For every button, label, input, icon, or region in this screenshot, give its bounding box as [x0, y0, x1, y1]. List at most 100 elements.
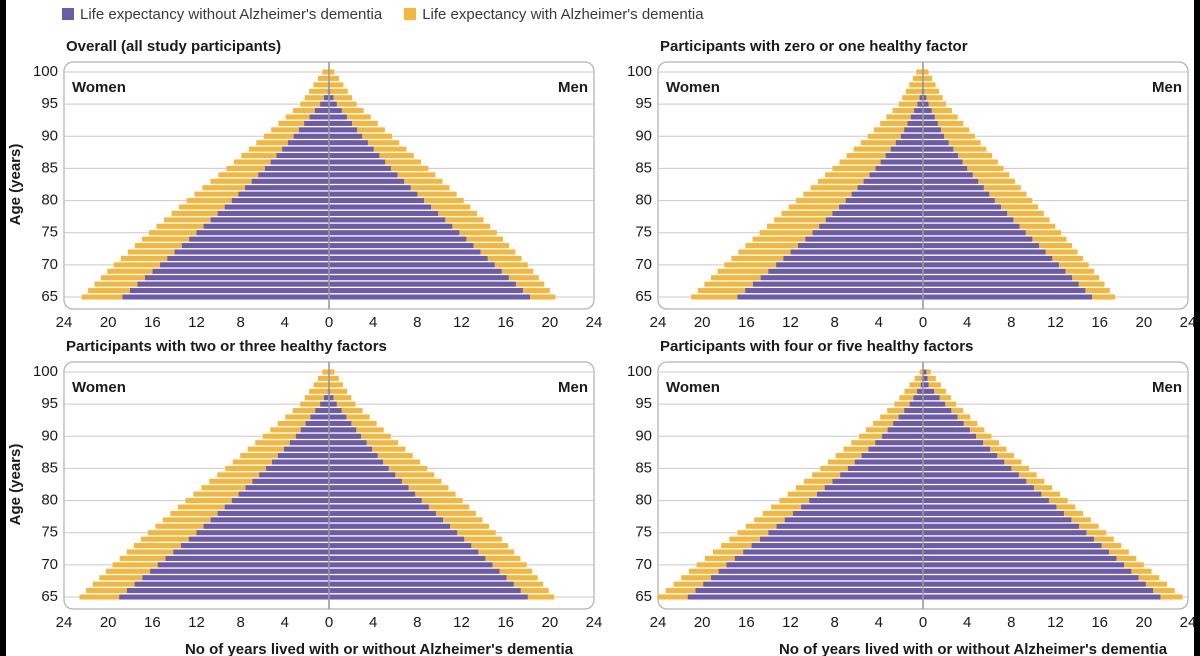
panel-3-bar-women-without: [266, 465, 329, 471]
panel-3-bar-men-without: [329, 408, 342, 414]
panel-4-bar-women-without: [817, 491, 923, 497]
panel-2-men-label: Men: [1152, 79, 1182, 96]
panel-2-bar-men-without: [923, 294, 1092, 300]
panel-3-bar-men-without: [329, 440, 367, 446]
panel-3-ytick-label: 95: [41, 395, 58, 412]
panel-3-bar-men-without: [329, 459, 384, 465]
panel-2-bar-women-without: [776, 262, 923, 268]
panel-1-bar-men-with: [329, 114, 371, 120]
panel-2-bar-men-with: [923, 133, 975, 139]
panel-4-xtick-label: 20: [1135, 614, 1152, 631]
panel-1-bar-women-without: [152, 268, 329, 274]
panel-3-bar-women-without: [238, 491, 329, 497]
panel-4-bar-men-without: [923, 401, 946, 407]
panel-4-bar-women-without: [904, 408, 923, 414]
panel-3-ytick-label: 65: [41, 588, 58, 605]
panel-2-bar-men-without: [923, 275, 1073, 281]
panel-3-xtick-label: 20: [100, 614, 117, 631]
panel-4-ytick-label: 65: [635, 588, 652, 605]
panel-4-bar-men-without: [923, 523, 1079, 529]
panel-2-bar-men-without: [923, 95, 927, 101]
panel-4-bar-women-with: [914, 375, 923, 381]
panel-4-xtick-label: 8: [1007, 614, 1015, 631]
panel-1-bar-men-without: [329, 127, 358, 133]
panel-4-bar-men-without: [923, 440, 984, 446]
panel-4-bar-women-without: [868, 446, 923, 452]
panel-3-bar-women-without: [126, 588, 329, 594]
panel-1-ytick-label: 80: [41, 192, 58, 209]
panel-4-bar-men-without: [923, 491, 1042, 497]
panel-2-bar-women-without: [790, 249, 923, 255]
panel-3-bar-women-with: [317, 375, 329, 381]
panel-3-ytick-label: 90: [41, 427, 58, 444]
panel-1-bar-men-without: [329, 217, 446, 223]
panel-4-women-label: Women: [666, 379, 720, 396]
panel-2-bar-women-without: [880, 159, 923, 165]
panel-4-ytick-label: 80: [635, 492, 652, 509]
panel-1-bar-men-without: [329, 262, 495, 268]
panel-2-bar-men-without: [923, 185, 984, 191]
panel-4-bar-women-without: [898, 414, 923, 420]
panel-2-bar-men-without: [923, 120, 938, 126]
panel-4-bar-men-without: [923, 549, 1109, 555]
panel-2-bar-men-without: [923, 159, 963, 165]
panel-3-bar-women-without: [119, 594, 329, 600]
panel-1-women-label: Women: [72, 79, 126, 96]
panel-3-bar-women-with: [292, 408, 329, 414]
panel-1-xtick-label: 12: [453, 314, 470, 331]
panel-1-bar-women-without: [189, 236, 329, 242]
panel-4-bar-women-without: [913, 395, 923, 401]
panel-2-bar-women-without: [857, 185, 923, 191]
panel-1-bar-women-with: [317, 75, 329, 81]
panel-2-bar-men-without: [923, 249, 1046, 255]
panel-3-bar-women-with: [270, 427, 329, 433]
panel-3-title: Participants with two or three healthy f…: [66, 338, 387, 355]
panel-2-bar-men-without: [923, 172, 973, 178]
panel-4-xtick-label: 24: [1180, 614, 1194, 631]
panel-1-bar-men-with: [329, 75, 339, 81]
panel-3-bar-men-with: [329, 401, 356, 407]
panel-3-bar-women-without: [231, 498, 329, 504]
panel-2-bar-women-with: [898, 101, 923, 107]
panel-2-bar-women-with: [846, 153, 923, 159]
panel-1-bar-women-without: [282, 146, 329, 152]
panel-2-ytick-label: 100: [627, 63, 652, 80]
panel-1-bar-women-with: [322, 69, 329, 75]
panel-1-xtick-label: 16: [497, 314, 514, 331]
panel-1-bar-women-without: [298, 127, 329, 133]
legend-label-with: Life expectancy with Alzheimer's dementi…: [422, 5, 704, 23]
panel-3-bar-men-without: [329, 478, 402, 484]
panel-1-bar-women-without: [293, 133, 329, 139]
panel-1-bar-men-without: [329, 275, 509, 281]
panel-2-bar-men-with: [923, 120, 964, 126]
panel-1-bar-men-without: [329, 281, 516, 287]
panel-2-bar-women-without: [745, 288, 923, 294]
panel-4-bar-men-without: [923, 465, 1012, 471]
panel-3-bar-women-without: [165, 555, 329, 561]
panel-2-bar-men-without: [923, 281, 1079, 287]
panel-1-bar-men-without: [329, 178, 405, 184]
panel-2-bar-men-with: [923, 95, 943, 101]
panel-2-bar-women-without: [783, 255, 923, 261]
panel-1-bar-women-without: [264, 165, 329, 171]
panel-3-bar-women-without: [320, 401, 329, 407]
panel-4-bar-women-without: [687, 594, 923, 600]
panel-2-bar-men-without: [923, 101, 929, 107]
panel-2-bar-women-without: [900, 133, 923, 139]
panel-4-bar-women-without: [847, 465, 923, 471]
panel-1-bar-men-without: [329, 146, 374, 152]
panel-1-bar-women-without: [320, 101, 329, 107]
panel-3-bar-men-with: [329, 388, 348, 394]
panel-4-bar-women-without: [840, 472, 923, 478]
panel-4-ytick-label: 75: [635, 524, 652, 541]
panel-2-bar-men-without: [923, 140, 949, 146]
panel-1-bar-men-without: [329, 153, 380, 159]
panel-4-bar-women-with: [894, 401, 923, 407]
panel-1-men-label: Men: [558, 79, 588, 96]
panel-1-ytick-label: 95: [41, 95, 58, 112]
panel-2-bar-men-without: [923, 268, 1066, 274]
panel-4-bar-women-without: [760, 536, 923, 542]
panel-2-bar-women-without: [825, 217, 923, 223]
panel-3-bar-men-without: [329, 581, 514, 587]
panel-3-women-label: Women: [72, 379, 126, 396]
